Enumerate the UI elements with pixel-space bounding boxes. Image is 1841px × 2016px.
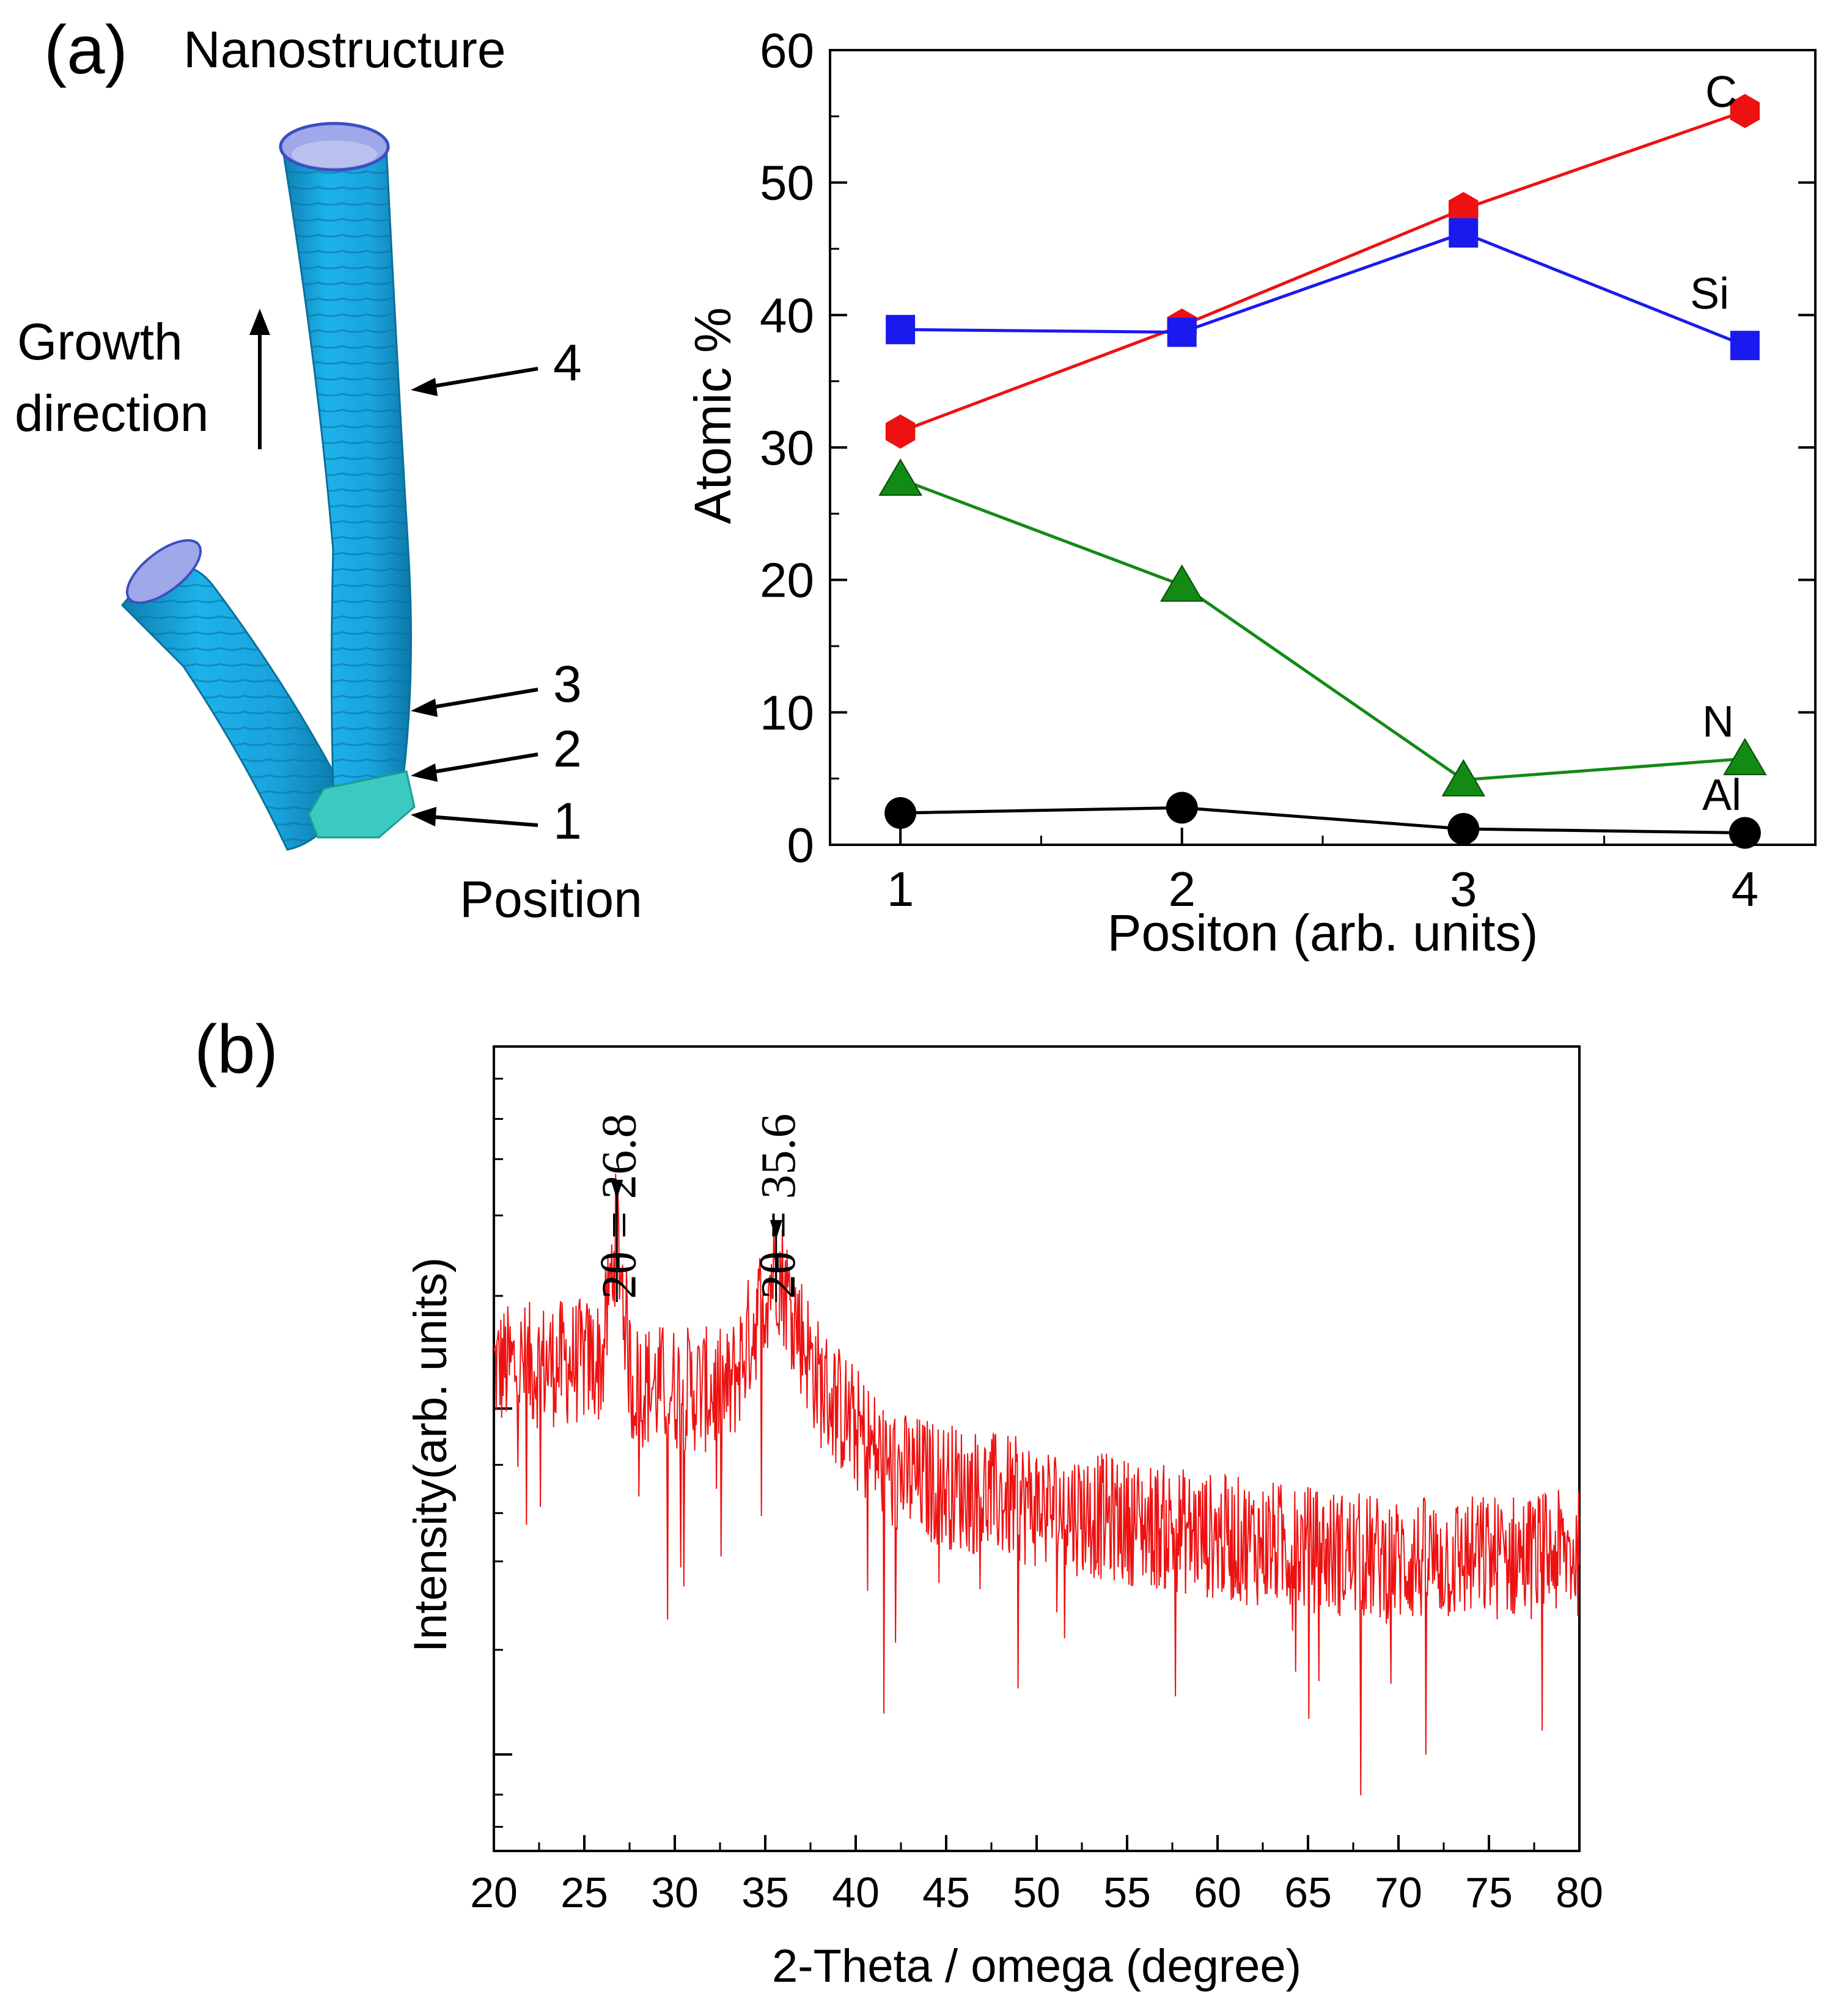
x-tick-label: 80 [1556, 1869, 1603, 1916]
y-tick-label: 40 [760, 288, 814, 342]
data-point-c [1730, 94, 1760, 128]
data-point-c [885, 414, 916, 449]
data-point-si [1449, 218, 1479, 248]
chart-b: 20 25 30 35 40 45 50 55 60 65 70 75 80 2θ = 26.8 2θ =… [405, 1045, 1603, 1992]
x-tick-label: 20 [470, 1869, 518, 1916]
x-tick-label: 25 [560, 1869, 608, 1916]
chart-b-plot-frame [493, 1045, 1581, 1852]
growth-label-line2: direction [15, 384, 209, 442]
series-line-n [900, 477, 1746, 782]
y-tick-label: 10 [760, 685, 814, 740]
data-point-si [1730, 331, 1760, 361]
position-marker-2-label: 2 [553, 720, 582, 778]
position-marker-1: 1 [411, 792, 582, 850]
data-point-si [1167, 317, 1197, 347]
x-tick-label: 40 [832, 1869, 880, 1916]
illustration-title: Nanostructure [183, 21, 506, 78]
chart-a-series: C Si N Al [878, 68, 1767, 849]
nanotube-drawing [120, 122, 416, 851]
series-label-n: N [1702, 697, 1734, 746]
series-label-c: C [1705, 68, 1737, 117]
peak-label: 2θ = 35.6 [752, 1114, 806, 1299]
data-point-al [1729, 817, 1761, 849]
x-tick-label: 4 [1732, 862, 1759, 916]
xrd-trace [493, 1174, 1580, 1796]
x-tick-label: 1 [887, 862, 914, 916]
y-tick-label: 30 [760, 421, 814, 475]
data-point-n [1723, 738, 1767, 776]
series-line-c [900, 109, 1746, 433]
position-marker-4: 4 [411, 334, 582, 396]
x-tick-label: 30 [651, 1869, 699, 1916]
chart-a: 0 10 20 30 40 50 60 1 2 3 4 C Si N Al Positon (arb. u… [684, 23, 1817, 962]
x-tick-label: 35 [741, 1869, 789, 1916]
series-label-al: Al [1702, 771, 1741, 820]
data-point-c [1449, 192, 1479, 226]
growth-label-line1: Growth [17, 313, 183, 370]
data-point-al [1447, 813, 1480, 845]
panel-a-label: (a) [44, 12, 128, 88]
x-tick-label: 3 [1450, 862, 1477, 916]
x-tick-label: 55 [1103, 1869, 1151, 1916]
panel-a-illustration: (a) Nanostructure Growth direction [15, 12, 642, 928]
data-point-n [1159, 564, 1204, 602]
chart-a-x-axis-label: Positon (arb. units) [1108, 904, 1538, 962]
panel-b-label: (b) [194, 1011, 278, 1087]
y-tick-label: 0 [787, 818, 815, 872]
y-tick-label: 50 [760, 156, 814, 210]
chart-b-trace [493, 1174, 1580, 1796]
x-tick-label: 75 [1465, 1869, 1513, 1916]
x-tick-label: 65 [1284, 1869, 1332, 1916]
series-line-si [900, 231, 1746, 347]
series-line-al [900, 806, 1745, 834]
x-tick-label: 60 [1194, 1869, 1241, 1916]
chart-a-y-axis-label: Atomic % [684, 307, 741, 524]
position-marker-3: 3 [411, 655, 582, 717]
position-marker-2: 2 [411, 720, 582, 782]
chart-b-axes: 20 25 30 35 40 45 50 55 60 65 70 75 80 [470, 1045, 1603, 1916]
chart-b-peaks: 2θ = 26.8 2θ = 35.6 [592, 1114, 806, 1302]
y-tick-label: 20 [760, 553, 814, 608]
peak-arrowhead-icon [770, 1220, 782, 1240]
x-tick-label: 50 [1013, 1869, 1060, 1916]
x-tick-label: 45 [922, 1869, 970, 1916]
position-marker-4-label: 4 [553, 334, 582, 391]
series-label-si: Si [1690, 270, 1729, 318]
peak-arrowhead-icon [611, 1180, 623, 1200]
x-tick-label: 2 [1168, 862, 1196, 916]
y-tick-label: 60 [760, 23, 814, 78]
data-point-n [878, 458, 922, 496]
data-point-si [886, 315, 916, 345]
data-point-al [1166, 792, 1198, 824]
position-marker-1-label: 1 [553, 792, 582, 850]
growth-arrow-icon [249, 309, 270, 449]
chart-b-x-axis-label: 2-Theta / omega (degree) [772, 1940, 1301, 1992]
data-point-al [884, 797, 917, 829]
position-marker-3-label: 3 [553, 655, 582, 713]
peak-label: 2θ = 26.8 [592, 1114, 646, 1299]
chart-a-plot-frame [829, 49, 1817, 846]
data-point-n [1441, 759, 1486, 796]
x-tick-label: 70 [1375, 1869, 1422, 1916]
chart-b-y-axis-label: Intensity(arb. units) [405, 1257, 457, 1652]
chart-a-axes: 0 10 20 30 40 50 60 1 2 3 4 [760, 23, 1815, 916]
position-label: Position [460, 870, 642, 928]
